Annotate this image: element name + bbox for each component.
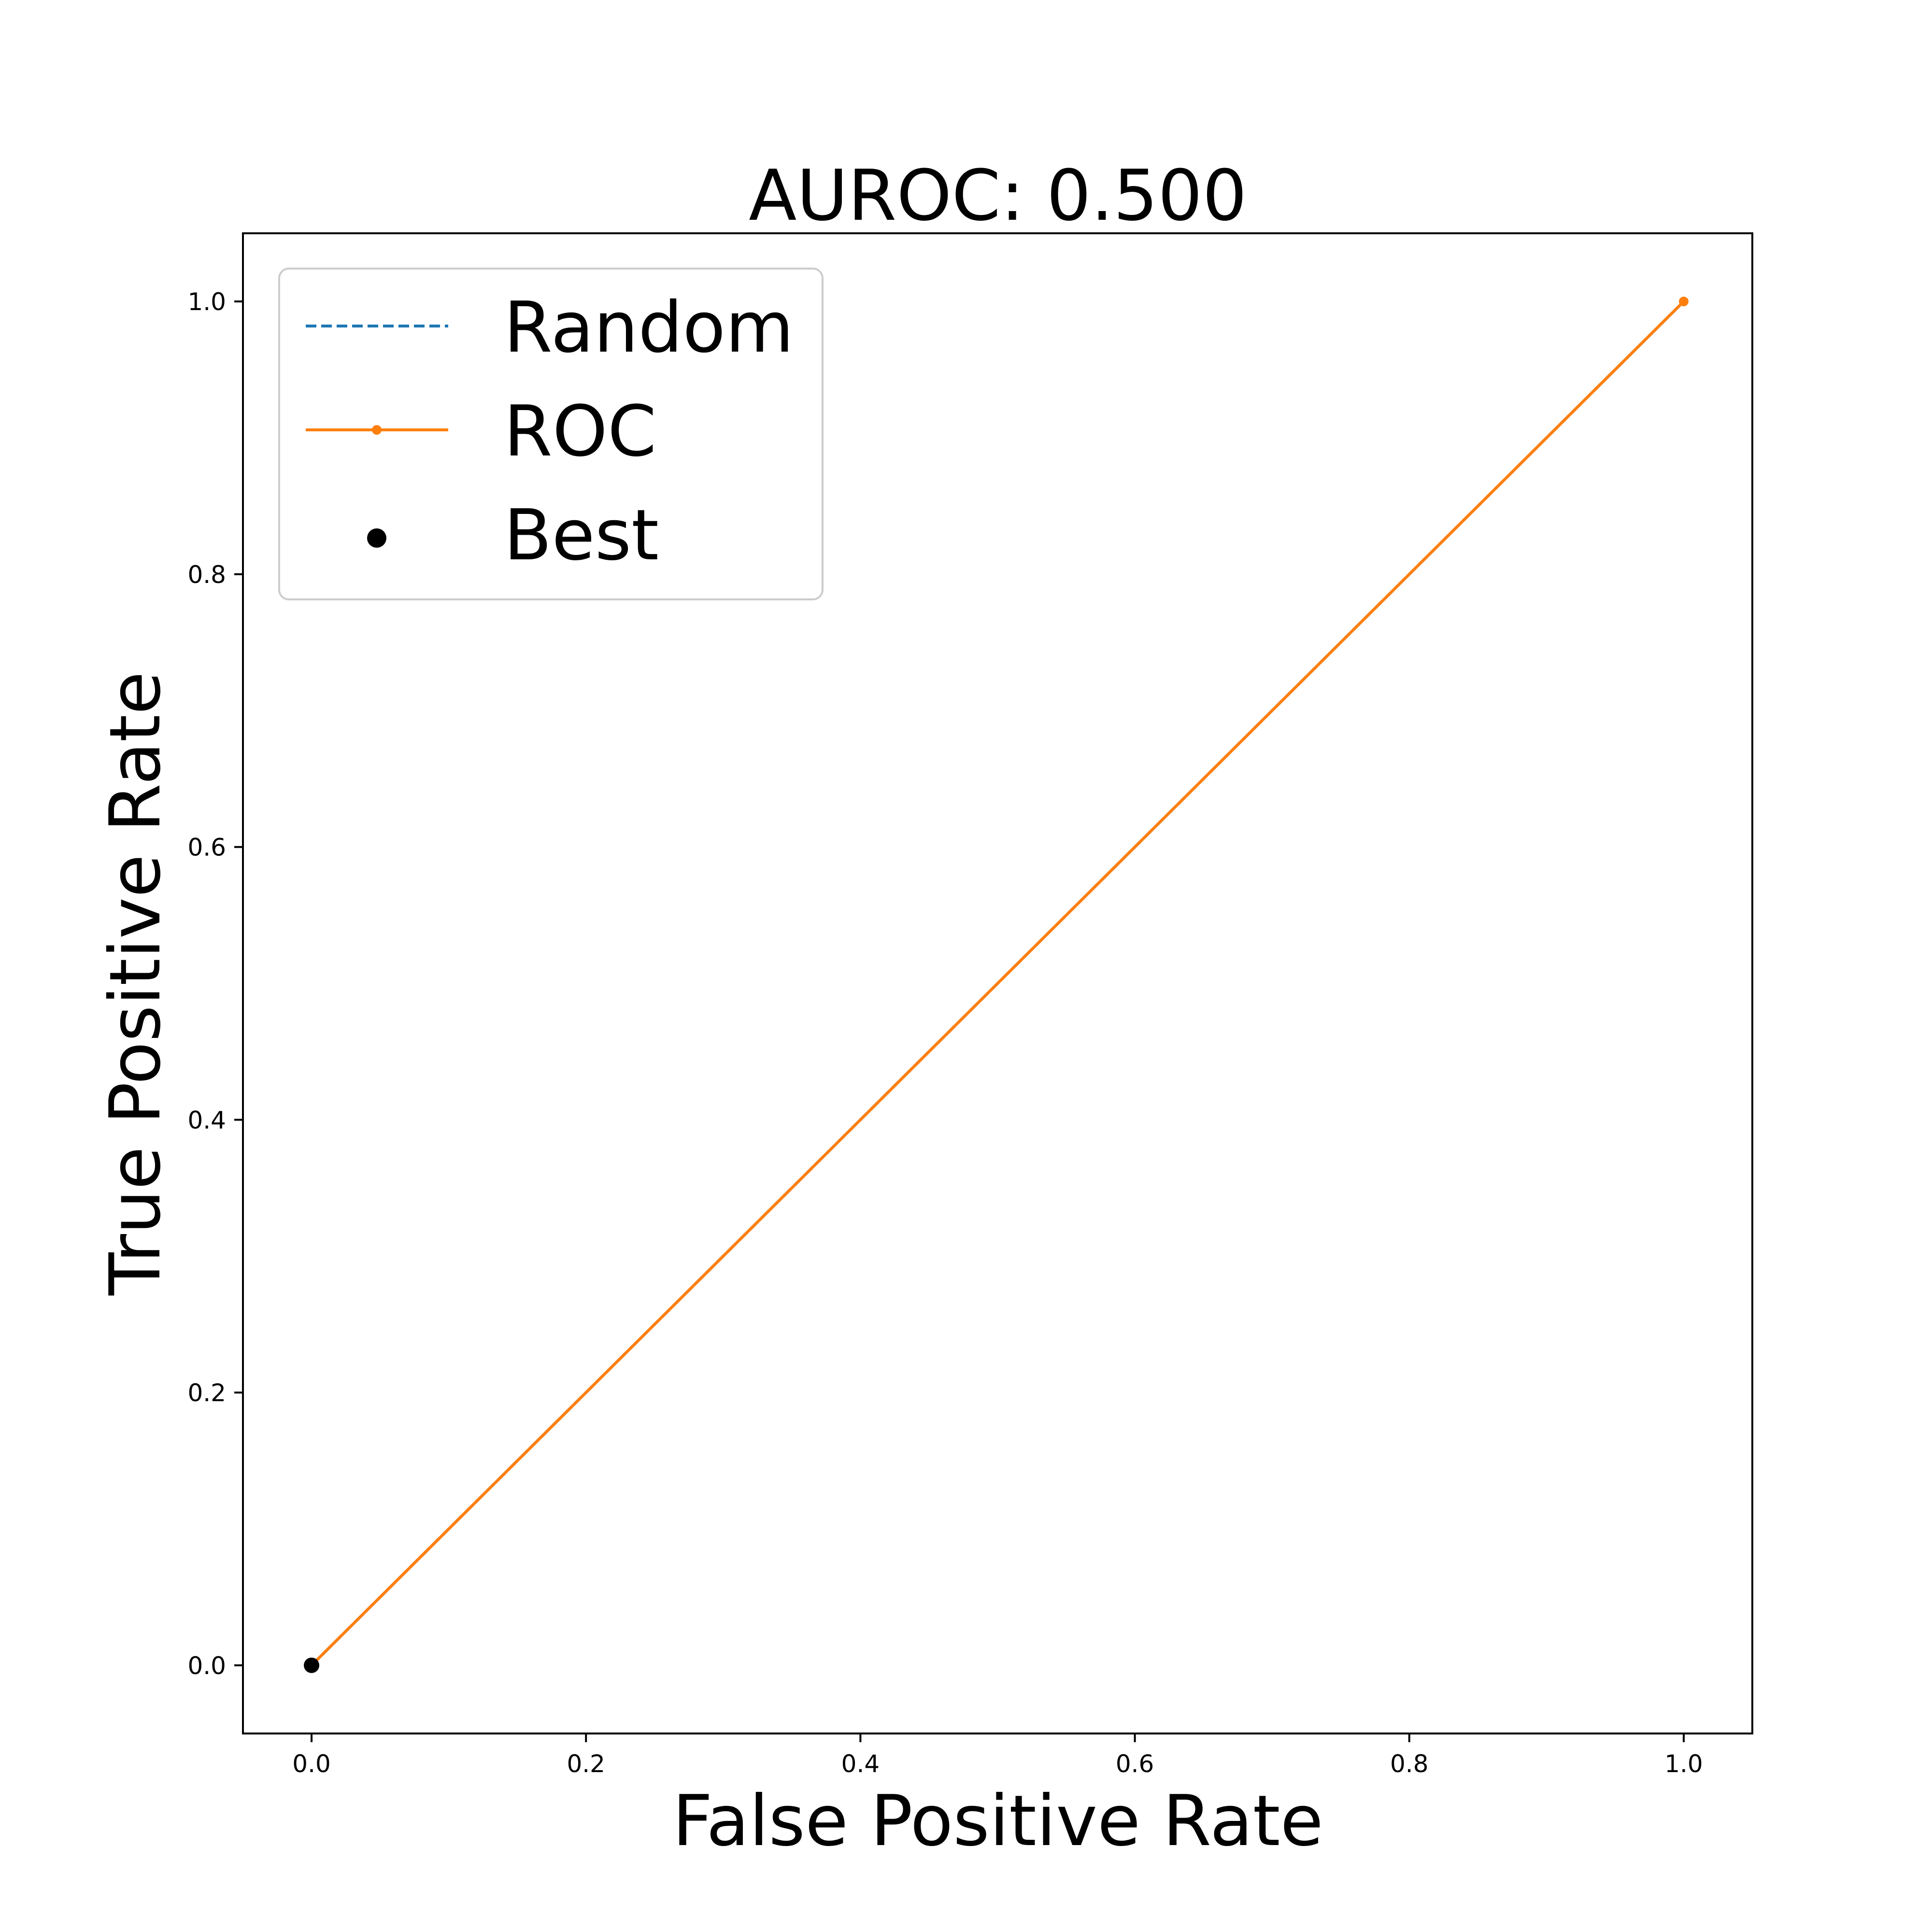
y-tick-label: 0.0 bbox=[187, 1652, 226, 1680]
x-tick-label: 0.4 bbox=[841, 1750, 880, 1778]
y-tick-label: 0.2 bbox=[187, 1379, 226, 1407]
series-roc-point bbox=[1678, 297, 1689, 307]
x-tick-label: 0.6 bbox=[1116, 1750, 1154, 1778]
y-axis-label: True Positive Rate bbox=[95, 671, 176, 1296]
legend-box bbox=[278, 268, 824, 600]
x-axis: 0.0 0.2 0.4 0.6 0.8 1.0 bbox=[292, 1733, 1703, 1778]
x-axis-label: False Positive Rate bbox=[672, 1780, 1323, 1862]
legend-random-label: Random bbox=[504, 287, 794, 369]
legend-roc-label: ROC bbox=[504, 391, 656, 472]
x-tick-label: 0.0 bbox=[292, 1750, 331, 1778]
legend-best-marker bbox=[367, 528, 386, 548]
x-tick-label: 1.0 bbox=[1664, 1750, 1703, 1778]
y-tick-label: 0.6 bbox=[187, 834, 226, 862]
chart-title: AUROC: 0.500 bbox=[749, 155, 1247, 237]
plot-area bbox=[304, 297, 1689, 1673]
axes-frame bbox=[242, 232, 1753, 1734]
series-roc-line bbox=[310, 300, 1685, 1666]
y-axis: 0.0 0.2 0.4 0.6 0.8 1.0 bbox=[187, 288, 243, 1680]
legend-best-label: Best bbox=[504, 495, 659, 576]
legend: Random ROC Best bbox=[278, 268, 824, 600]
y-tick-label: 1.0 bbox=[187, 288, 226, 316]
y-tick-label: 0.4 bbox=[187, 1106, 226, 1134]
y-tick-label: 0.8 bbox=[187, 561, 226, 589]
x-tick-label: 0.2 bbox=[567, 1750, 605, 1778]
series-best-point bbox=[304, 1657, 320, 1673]
x-tick-label: 0.8 bbox=[1390, 1750, 1429, 1778]
legend-roc-marker bbox=[372, 425, 382, 435]
